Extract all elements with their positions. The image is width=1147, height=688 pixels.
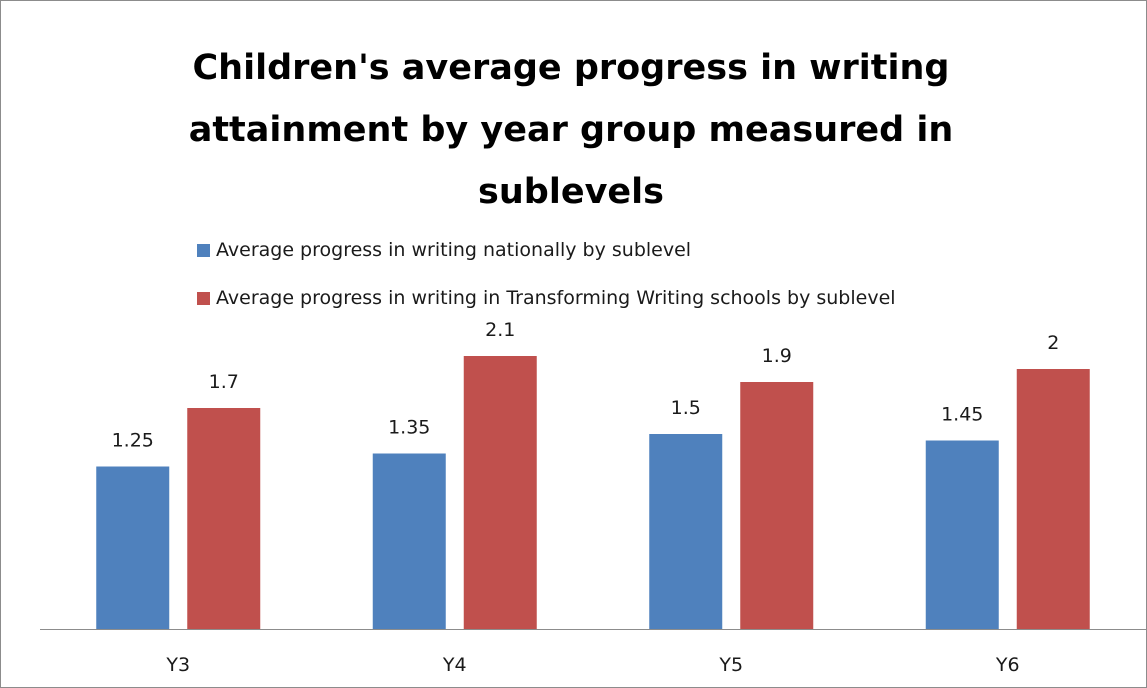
chart-title-line-1: Children's average progress in writing — [192, 48, 950, 88]
chart-title: Children's average progress in writing a… — [121, 37, 1021, 223]
bar-label-y3-series-1: 1.25 — [112, 430, 154, 452]
bar-label-y3-series-2: 1.7 — [209, 371, 239, 393]
bar-y5-series-2 — [740, 382, 814, 629]
bar-label-y4-series-1: 1.35 — [388, 417, 430, 439]
x-tick-label-y6: Y6 — [995, 654, 1020, 676]
bar-label-y6-series-2: 2 — [1047, 332, 1059, 354]
x-tick-label-y5: Y5 — [718, 654, 743, 676]
x-tick-labels-layer: Y3 Y4 Y5 Y6 — [165, 654, 1019, 676]
bar-y5-series-1 — [649, 434, 723, 629]
chart-legend: Average progress in writing nationally b… — [197, 235, 896, 331]
legend-label-transforming-writing: Average progress in writing in Transform… — [216, 287, 896, 309]
bar-label-y5-series-2: 1.9 — [762, 345, 792, 367]
x-tick-label-y3: Y3 — [165, 654, 190, 676]
bar-y6-series-1 — [925, 440, 999, 629]
legend-label-national: Average progress in writing nationally b… — [216, 239, 692, 261]
bar-label-y4-series-2: 2.1 — [485, 319, 515, 341]
bar-label-y6-series-1: 1.45 — [941, 404, 983, 426]
bar-y6-series-2 — [1016, 369, 1090, 629]
chart-title-line-3: sublevels — [478, 172, 664, 212]
x-tick-label-y4: Y4 — [442, 654, 467, 676]
bar-y3-series-1 — [96, 466, 170, 629]
bars-layer — [96, 356, 1090, 629]
legend-swatch-national — [197, 243, 210, 257]
bar-labels-layer: 1.25 1.7 1.35 2.1 1.5 1.9 1.45 2 — [112, 319, 1060, 452]
legend-item-national: Average progress in writing nationally b… — [197, 235, 896, 265]
bar-label-y5-series-1: 1.5 — [671, 397, 701, 419]
legend-swatch-transforming-writing — [197, 291, 210, 305]
bar-y3-series-2 — [187, 408, 261, 629]
bar-y4-series-1 — [372, 453, 446, 629]
chart-title-line-2: attainment by year group measured in — [188, 110, 954, 150]
bar-y4-series-2 — [463, 356, 537, 629]
legend-item-transforming-writing: Average progress in writing in Transform… — [197, 283, 896, 313]
